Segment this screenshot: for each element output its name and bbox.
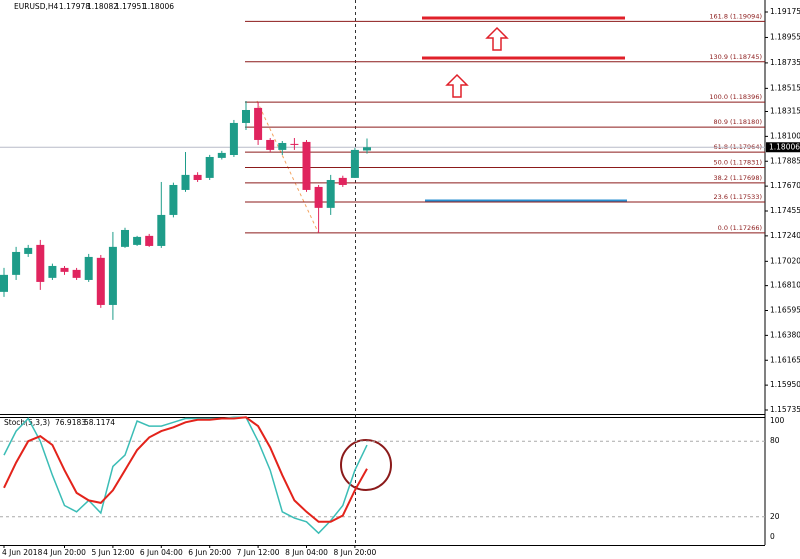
fibonacci-anchor bbox=[256, 100, 319, 233]
candle-body bbox=[314, 186, 323, 208]
candle-body bbox=[302, 141, 311, 190]
y-tick-label: 1.16810 bbox=[770, 281, 800, 290]
current-price-tag bbox=[766, 142, 800, 153]
y-tick-label: 20 bbox=[770, 512, 780, 521]
candle-body bbox=[266, 139, 275, 150]
y-tick-label: 1.18515 bbox=[770, 83, 800, 92]
up-arrow bbox=[445, 73, 469, 98]
candle-body bbox=[60, 267, 69, 272]
y-tick-label: 1.18315 bbox=[770, 107, 800, 116]
y-tick-label: 0 bbox=[770, 532, 775, 541]
y-tick-label: 1.16165 bbox=[770, 355, 800, 364]
candle-body bbox=[36, 244, 45, 282]
y-tick-label: 1.16595 bbox=[770, 306, 800, 315]
header-close: 1.18006 bbox=[143, 2, 174, 11]
header-high: 1.18082 bbox=[87, 2, 118, 11]
header-low: 1.17951 bbox=[115, 2, 146, 11]
candle-body bbox=[326, 179, 335, 208]
y-tick-label: 1.17020 bbox=[770, 256, 800, 265]
candle-body bbox=[217, 152, 226, 158]
candle-body bbox=[157, 214, 166, 246]
candle-body bbox=[278, 142, 287, 150]
fibonacci-label: 100.0 (1.18396) bbox=[709, 93, 762, 101]
y-tick-label: 1.18735 bbox=[770, 58, 800, 67]
highlight-circle bbox=[340, 439, 392, 491]
current-price-label: 1.18006 bbox=[769, 142, 800, 151]
indicator-signal: 58.1174 bbox=[84, 418, 115, 427]
candle-body bbox=[96, 257, 105, 305]
y-tick-label: 1.16380 bbox=[770, 330, 800, 339]
y-tick-label: 1.17885 bbox=[770, 156, 800, 165]
candle-body bbox=[145, 235, 154, 246]
y-tick-label: 1.15735 bbox=[770, 405, 800, 414]
fibonacci-label: 80.9 (1.18180) bbox=[714, 118, 763, 126]
fibonacci-label: 130.9 (1.18745) bbox=[709, 53, 762, 61]
candle-body bbox=[205, 156, 214, 178]
y-tick-label: 1.18955 bbox=[770, 32, 800, 41]
candle-body bbox=[48, 265, 57, 278]
x-tick-label: 8 Jun 20:00 bbox=[333, 548, 376, 557]
candle-body bbox=[229, 122, 238, 156]
y-tick-label: 1.15950 bbox=[770, 380, 800, 389]
indicator-title: Stoch(5,3,3) bbox=[4, 418, 50, 427]
x-tick-label: 6 Jun 04:00 bbox=[140, 548, 183, 557]
candle-body bbox=[290, 143, 299, 145]
candle-body bbox=[121, 229, 129, 247]
fibonacci-label: 161.8 (1.19094) bbox=[709, 12, 762, 20]
candle-body bbox=[24, 247, 33, 254]
fibonacci-label: 23.6 (1.17533) bbox=[714, 193, 763, 201]
x-tick-label: 7 Jun 12:00 bbox=[237, 548, 280, 557]
fibonacci-label: 50.0 (1.17831) bbox=[714, 158, 763, 166]
symbol-title: EURUSD,H4 bbox=[14, 2, 58, 11]
candle-body bbox=[242, 109, 250, 123]
candle-body bbox=[254, 107, 263, 140]
candle-body bbox=[133, 236, 142, 245]
candle-body bbox=[12, 251, 21, 275]
indicator-line bbox=[3, 416, 368, 535]
fibonacci-label: 38.2 (1.17698) bbox=[714, 174, 763, 182]
x-tick-label: 4 Jun 2018 bbox=[2, 548, 43, 557]
x-tick-label: 5 Jun 12:00 bbox=[91, 548, 134, 557]
candle-body bbox=[181, 174, 190, 190]
y-tick-label: 1.18100 bbox=[770, 131, 800, 140]
header-open: 1.17978 bbox=[59, 2, 90, 11]
candle-body bbox=[363, 147, 371, 151]
y-tick-label: 100 bbox=[770, 416, 785, 425]
candle-body bbox=[169, 184, 178, 215]
y-tick-label: 1.17455 bbox=[770, 206, 800, 215]
y-tick-label: 1.17240 bbox=[770, 231, 800, 240]
y-tick-label: 80 bbox=[770, 436, 780, 445]
x-tick-label: 8 Jun 04:00 bbox=[285, 548, 328, 557]
candle-body bbox=[350, 149, 359, 178]
candle-body bbox=[72, 269, 81, 278]
candle-body bbox=[0, 274, 8, 292]
indicator-line bbox=[3, 416, 368, 523]
candle-body bbox=[193, 174, 202, 180]
candle-body bbox=[108, 246, 117, 305]
x-tick-label: 4 Jun 20:00 bbox=[43, 548, 86, 557]
y-tick-label: 1.19175 bbox=[770, 7, 800, 16]
indicator-main: 76.9183 bbox=[55, 418, 86, 427]
candle-body bbox=[84, 256, 93, 280]
candle-body bbox=[338, 177, 347, 185]
fibonacci-label: 0.0 (1.17266) bbox=[718, 224, 762, 232]
up-arrow bbox=[485, 26, 509, 51]
x-tick-label: 6 Jun 20:00 bbox=[188, 548, 231, 557]
y-tick-label: 1.17670 bbox=[770, 181, 800, 190]
